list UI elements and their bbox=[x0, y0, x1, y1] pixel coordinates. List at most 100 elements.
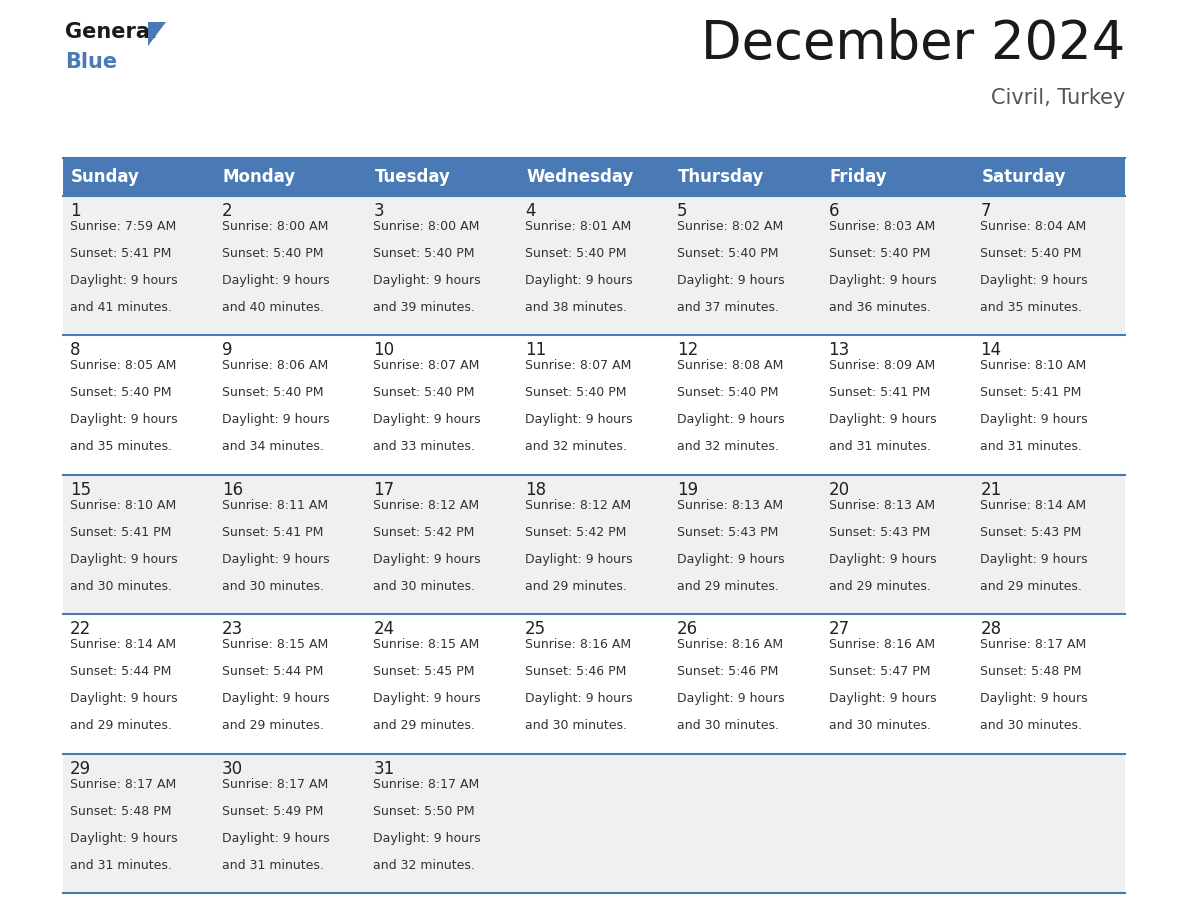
Text: Sunset: 5:40 PM: Sunset: 5:40 PM bbox=[373, 386, 475, 399]
Text: 13: 13 bbox=[828, 341, 849, 360]
Text: and 38 minutes.: and 38 minutes. bbox=[525, 301, 627, 314]
Text: Daylight: 9 hours: Daylight: 9 hours bbox=[70, 692, 178, 705]
Text: Sunset: 5:41 PM: Sunset: 5:41 PM bbox=[70, 526, 171, 539]
Text: and 31 minutes.: and 31 minutes. bbox=[222, 858, 323, 871]
Text: Blue: Blue bbox=[65, 52, 118, 72]
Text: Sunrise: 8:12 AM: Sunrise: 8:12 AM bbox=[373, 498, 480, 512]
Text: and 30 minutes.: and 30 minutes. bbox=[980, 719, 1082, 733]
Bar bbox=[518, 335, 670, 475]
Text: Sunrise: 8:09 AM: Sunrise: 8:09 AM bbox=[828, 360, 935, 373]
Text: Daylight: 9 hours: Daylight: 9 hours bbox=[980, 692, 1088, 705]
Text: 22: 22 bbox=[70, 621, 91, 638]
Text: Sunrise: 8:15 AM: Sunrise: 8:15 AM bbox=[222, 638, 328, 651]
Text: 25: 25 bbox=[525, 621, 546, 638]
Text: and 37 minutes.: and 37 minutes. bbox=[677, 301, 779, 314]
Text: Daylight: 9 hours: Daylight: 9 hours bbox=[70, 274, 178, 287]
Text: Daylight: 9 hours: Daylight: 9 hours bbox=[373, 692, 481, 705]
Text: Sunrise: 8:07 AM: Sunrise: 8:07 AM bbox=[525, 360, 632, 373]
Text: Sunset: 5:41 PM: Sunset: 5:41 PM bbox=[980, 386, 1081, 399]
Text: Sunset: 5:40 PM: Sunset: 5:40 PM bbox=[222, 247, 323, 260]
Text: and 29 minutes.: and 29 minutes. bbox=[828, 580, 930, 593]
Text: Daylight: 9 hours: Daylight: 9 hours bbox=[222, 553, 329, 565]
Text: Sunset: 5:48 PM: Sunset: 5:48 PM bbox=[980, 666, 1082, 678]
Text: 19: 19 bbox=[677, 481, 699, 498]
Text: Sunset: 5:46 PM: Sunset: 5:46 PM bbox=[525, 666, 626, 678]
Text: Sunset: 5:40 PM: Sunset: 5:40 PM bbox=[525, 247, 626, 260]
Text: 16: 16 bbox=[222, 481, 242, 498]
Text: and 29 minutes.: and 29 minutes. bbox=[373, 719, 475, 733]
Bar bbox=[215, 196, 366, 335]
Text: Sunrise: 7:59 AM: Sunrise: 7:59 AM bbox=[70, 220, 176, 233]
Text: Sunset: 5:45 PM: Sunset: 5:45 PM bbox=[373, 666, 475, 678]
Bar bbox=[518, 158, 670, 196]
Text: and 29 minutes.: and 29 minutes. bbox=[70, 719, 172, 733]
Text: Daylight: 9 hours: Daylight: 9 hours bbox=[677, 274, 784, 287]
Text: Daylight: 9 hours: Daylight: 9 hours bbox=[373, 413, 481, 426]
Bar bbox=[366, 196, 518, 335]
Text: General: General bbox=[65, 22, 157, 42]
Text: Daylight: 9 hours: Daylight: 9 hours bbox=[525, 692, 633, 705]
Text: 10: 10 bbox=[373, 341, 394, 360]
Bar bbox=[215, 754, 366, 893]
Text: Monday: Monday bbox=[222, 168, 296, 186]
Text: Sunset: 5:40 PM: Sunset: 5:40 PM bbox=[525, 386, 626, 399]
Text: Sunrise: 8:04 AM: Sunrise: 8:04 AM bbox=[980, 220, 1087, 233]
Text: Sunrise: 8:08 AM: Sunrise: 8:08 AM bbox=[677, 360, 783, 373]
Text: 31: 31 bbox=[373, 759, 394, 778]
Text: Sunrise: 8:16 AM: Sunrise: 8:16 AM bbox=[828, 638, 935, 651]
Text: Sunset: 5:40 PM: Sunset: 5:40 PM bbox=[222, 386, 323, 399]
Text: Daylight: 9 hours: Daylight: 9 hours bbox=[373, 832, 481, 845]
Text: Sunrise: 8:00 AM: Sunrise: 8:00 AM bbox=[373, 220, 480, 233]
Text: 3: 3 bbox=[373, 202, 384, 220]
Text: Daylight: 9 hours: Daylight: 9 hours bbox=[677, 692, 784, 705]
Bar bbox=[215, 614, 366, 754]
Text: Sunset: 5:40 PM: Sunset: 5:40 PM bbox=[677, 386, 778, 399]
Bar bbox=[973, 614, 1125, 754]
Text: Daylight: 9 hours: Daylight: 9 hours bbox=[70, 413, 178, 426]
Text: Daylight: 9 hours: Daylight: 9 hours bbox=[828, 274, 936, 287]
Text: 2: 2 bbox=[222, 202, 233, 220]
Text: Daylight: 9 hours: Daylight: 9 hours bbox=[828, 413, 936, 426]
Bar bbox=[518, 614, 670, 754]
Text: and 33 minutes.: and 33 minutes. bbox=[373, 441, 475, 453]
Text: Sunrise: 8:17 AM: Sunrise: 8:17 AM bbox=[373, 778, 480, 790]
Text: 29: 29 bbox=[70, 759, 91, 778]
Text: and 29 minutes.: and 29 minutes. bbox=[677, 580, 778, 593]
Text: Daylight: 9 hours: Daylight: 9 hours bbox=[980, 413, 1088, 426]
Text: Daylight: 9 hours: Daylight: 9 hours bbox=[828, 553, 936, 565]
Text: Sunrise: 8:17 AM: Sunrise: 8:17 AM bbox=[980, 638, 1087, 651]
Text: 4: 4 bbox=[525, 202, 536, 220]
Text: Sunset: 5:44 PM: Sunset: 5:44 PM bbox=[222, 666, 323, 678]
Text: Civril, Turkey: Civril, Turkey bbox=[991, 88, 1125, 108]
Bar bbox=[670, 196, 822, 335]
Text: Daylight: 9 hours: Daylight: 9 hours bbox=[222, 692, 329, 705]
Text: and 30 minutes.: and 30 minutes. bbox=[70, 580, 172, 593]
Text: and 30 minutes.: and 30 minutes. bbox=[373, 580, 475, 593]
Text: and 35 minutes.: and 35 minutes. bbox=[70, 441, 172, 453]
Text: Sunset: 5:44 PM: Sunset: 5:44 PM bbox=[70, 666, 171, 678]
Bar bbox=[63, 614, 215, 754]
Text: Saturday: Saturday bbox=[981, 168, 1066, 186]
Bar bbox=[63, 158, 215, 196]
Bar bbox=[822, 475, 973, 614]
Bar bbox=[973, 335, 1125, 475]
Text: 15: 15 bbox=[70, 481, 91, 498]
Text: Sunset: 5:40 PM: Sunset: 5:40 PM bbox=[980, 247, 1082, 260]
Bar bbox=[518, 196, 670, 335]
Text: Sunset: 5:40 PM: Sunset: 5:40 PM bbox=[70, 386, 171, 399]
Bar bbox=[215, 335, 366, 475]
Bar bbox=[366, 614, 518, 754]
Text: Sunset: 5:43 PM: Sunset: 5:43 PM bbox=[980, 526, 1081, 539]
Text: Sunrise: 8:00 AM: Sunrise: 8:00 AM bbox=[222, 220, 328, 233]
Text: Sunrise: 8:17 AM: Sunrise: 8:17 AM bbox=[222, 778, 328, 790]
Text: Sunrise: 8:05 AM: Sunrise: 8:05 AM bbox=[70, 360, 176, 373]
Text: 30: 30 bbox=[222, 759, 242, 778]
Text: and 30 minutes.: and 30 minutes. bbox=[828, 719, 930, 733]
Text: 20: 20 bbox=[828, 481, 849, 498]
Text: Daylight: 9 hours: Daylight: 9 hours bbox=[525, 274, 633, 287]
Text: and 30 minutes.: and 30 minutes. bbox=[677, 719, 779, 733]
Text: 8: 8 bbox=[70, 341, 81, 360]
Text: Daylight: 9 hours: Daylight: 9 hours bbox=[373, 274, 481, 287]
Text: and 36 minutes.: and 36 minutes. bbox=[828, 301, 930, 314]
Text: 24: 24 bbox=[373, 621, 394, 638]
